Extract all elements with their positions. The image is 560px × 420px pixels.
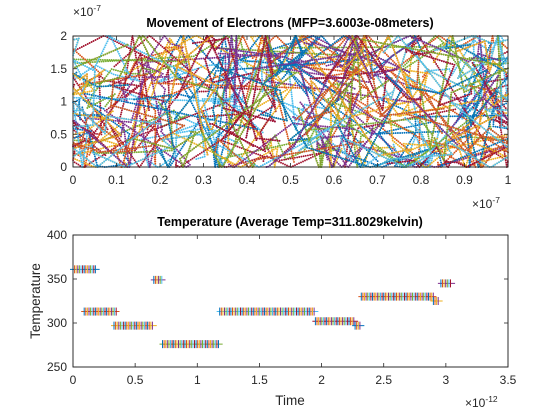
electron-trajectory bbox=[449, 35, 492, 137]
top-x-tick-label: 1 bbox=[505, 173, 512, 187]
bottom-x-axis-label: Time bbox=[275, 393, 305, 408]
bottom-y-axis-label: Temperature bbox=[28, 263, 43, 339]
electron-trajectory bbox=[337, 75, 403, 168]
electron-trajectory bbox=[217, 66, 288, 122]
top-y-tick-label: 0.5 bbox=[50, 127, 67, 141]
bottom-y-tick-label: 350 bbox=[47, 272, 67, 286]
electron-trajectory bbox=[72, 113, 508, 154]
temperature-axes: 0 0.5 1 1.5 2 2.5 3 3.5 250 300 350 400 Temperatur… bbox=[28, 215, 517, 410]
top-y-tick-label: 2 bbox=[60, 29, 67, 43]
temperature-segments bbox=[70, 265, 456, 349]
electron-trajectory bbox=[133, 93, 176, 168]
bottom-x-exponent: ×10-12 bbox=[465, 394, 498, 410]
bottom-x-tick-label: 2 bbox=[318, 373, 325, 387]
bottom-chart-title: Temperature (Average Temp=311.8029kelvin… bbox=[157, 215, 423, 229]
electron-trajectory bbox=[125, 87, 269, 168]
electron-trajectory bbox=[73, 74, 509, 168]
top-chart-title: Movement of Electrons (MFP=3.6003e-08met… bbox=[146, 16, 433, 30]
electron-trajectory bbox=[140, 35, 256, 168]
bottom-axes-frame bbox=[72, 234, 509, 368]
bottom-y-tick-label: 400 bbox=[47, 228, 67, 242]
top-x-tick-label: 0.6 bbox=[326, 173, 343, 187]
bottom-x-ticks: 0 0.5 1 1.5 2 2.5 3 3.5 bbox=[70, 235, 517, 387]
electron-trajectory bbox=[382, 35, 484, 90]
bottom-x-tick-label: 3 bbox=[443, 373, 450, 387]
bottom-x-tick-label: 0.5 bbox=[127, 373, 144, 387]
top-x-exponent: ×10-7 bbox=[472, 195, 500, 211]
top-x-tick-label: 0.9 bbox=[456, 173, 473, 187]
top-y-tick-label: 1.5 bbox=[50, 62, 67, 76]
electron-trajectory bbox=[390, 35, 479, 134]
top-x-tick-label: 0.4 bbox=[239, 173, 256, 187]
bottom-x-tick-label: 1 bbox=[194, 373, 201, 387]
electron-trajectory bbox=[245, 35, 274, 139]
electron-trajectory bbox=[298, 91, 394, 152]
electron-trajectory bbox=[72, 61, 509, 155]
top-x-tick-label: 0.1 bbox=[108, 173, 125, 187]
bottom-plot-area bbox=[72, 234, 509, 368]
electron-trajectory bbox=[209, 107, 276, 153]
top-x-tick-label: 0.7 bbox=[369, 173, 386, 187]
electron-trajectory bbox=[72, 71, 509, 129]
electron-movement-axes: 0 0.1 0.2 0.3 0.4 0.5 0.6 0.7 0.8 0.9 1 00.511.52 … bbox=[50, 3, 511, 211]
top-x-tick-label: 0 bbox=[70, 173, 77, 187]
bottom-x-tick-label: 0 bbox=[70, 373, 77, 387]
bottom-y-ticks: 250 300 350 400 bbox=[47, 228, 508, 374]
electron-trajectory bbox=[72, 101, 508, 168]
bottom-y-tick-label: 250 bbox=[47, 360, 67, 374]
bottom-x-tick-label: 2.5 bbox=[375, 373, 392, 387]
electron-trajectory bbox=[364, 39, 417, 77]
electron-trajectory bbox=[298, 35, 413, 157]
electron-trajectory bbox=[295, 78, 338, 121]
top-y-exponent: ×10-7 bbox=[73, 3, 101, 19]
top-x-tick-label: 0.8 bbox=[413, 173, 430, 187]
top-y-tick-label: 0 bbox=[60, 160, 67, 174]
bottom-x-tick-label: 1.5 bbox=[251, 373, 268, 387]
top-y-tick-label: 1 bbox=[60, 95, 67, 109]
bottom-y-tick-label: 300 bbox=[47, 316, 67, 330]
electron-trajectory bbox=[224, 35, 241, 106]
top-y-ticks: 0 0.5 1 1.5 2 bbox=[50, 29, 508, 174]
electron-trajectory bbox=[214, 138, 365, 168]
electron-trajectory bbox=[72, 87, 508, 153]
electron-trajectory bbox=[310, 80, 341, 126]
bottom-x-tick-label: 3.5 bbox=[500, 373, 517, 387]
top-x-tick-label: 0.5 bbox=[282, 173, 299, 187]
top-x-tick-label: 0.3 bbox=[195, 173, 212, 187]
electron-trajectory bbox=[74, 43, 509, 162]
top-x-tick-label: 0.2 bbox=[152, 173, 169, 187]
electron-trajectory bbox=[351, 36, 501, 66]
top-x-ticks: 0 0.1 0.2 0.3 0.4 0.5 0.6 0.7 0.8 0.9 1 bbox=[70, 36, 512, 187]
